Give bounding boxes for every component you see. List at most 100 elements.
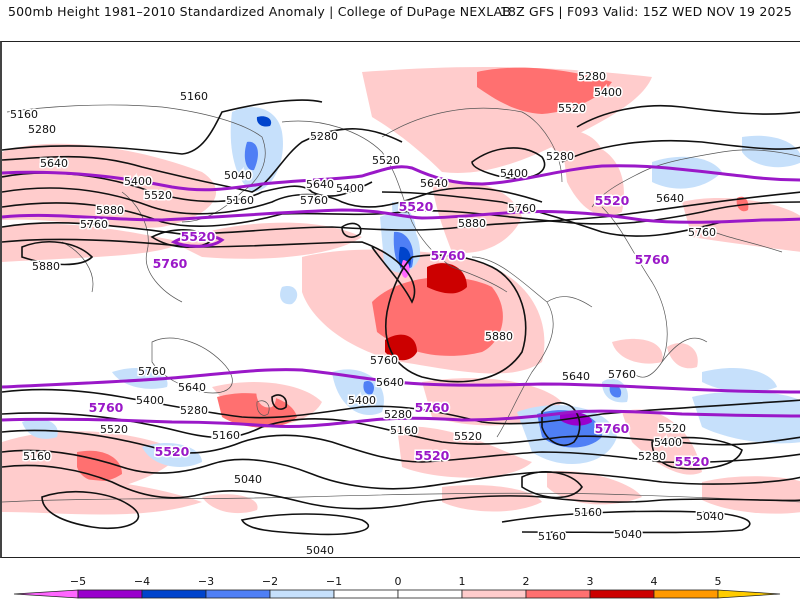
contour-label: 5400	[500, 167, 528, 180]
contour-label: 5520	[372, 154, 400, 167]
colorbar-tick-label: −2	[262, 575, 278, 588]
highlight-contour	[170, 234, 225, 248]
coastline	[61, 241, 94, 293]
anomaly-shading	[432, 180, 522, 253]
colorbar-bin	[77, 589, 143, 599]
height-contour	[21, 241, 94, 266]
anomaly-shading	[172, 222, 362, 259]
contour-label: 5160	[23, 450, 51, 463]
contour-label: 5400	[594, 86, 622, 99]
coastline	[591, 149, 800, 208]
anomaly-shading	[217, 393, 297, 428]
height-contour	[150, 229, 214, 248]
colorbar-bin	[141, 589, 207, 599]
map-title: 500mb Height 1981–2010 Standardized Anom…	[8, 4, 512, 19]
height-contour	[561, 139, 800, 163]
highlight-contour-label: 5520	[181, 229, 216, 244]
height-contour	[501, 510, 751, 534]
colorbar-legend: −5 −4 −3 −2 −1 0 1 2 3 4 5	[13, 575, 781, 599]
coastlines	[2, 104, 800, 503]
height-contour	[41, 491, 140, 530]
colorbar-bin	[589, 589, 655, 599]
contour-label: 5160	[212, 429, 240, 442]
contour-label: 5160	[538, 530, 566, 543]
highlight-contour	[2, 164, 800, 192]
coastline	[381, 107, 563, 183]
colorbar-bin	[205, 589, 271, 599]
coastline	[281, 120, 508, 293]
contour-label: 5760	[370, 354, 398, 367]
height-contour	[240, 513, 370, 536]
colorbar-bin-below-min	[13, 589, 79, 599]
height-contour	[381, 191, 723, 237]
colorbar-bin	[397, 589, 463, 599]
colorbar-tick-label: −1	[326, 575, 342, 588]
contour-label: 5520	[100, 423, 128, 436]
contour-label: 5640	[562, 370, 590, 383]
colorbar-tick-label: −4	[134, 575, 150, 588]
coastline	[701, 226, 783, 253]
anomaly-shading	[427, 263, 467, 294]
height-contour	[341, 222, 362, 238]
colorbar-bin	[269, 589, 335, 599]
anomaly-shading	[667, 343, 698, 369]
highlight-contour	[2, 409, 800, 429]
anomaly-shading	[2, 143, 217, 229]
height-contour	[2, 201, 800, 227]
colorbar-tick-label: −3	[198, 575, 214, 588]
contour-label: 5280	[578, 70, 606, 83]
anomaly-shading	[702, 367, 777, 393]
colorbar-tick-label: −5	[70, 575, 86, 588]
colorbar-tick-label: 2	[523, 575, 530, 588]
anomaly-shading	[692, 391, 800, 444]
contour-label: 5520	[658, 422, 686, 435]
contour-label: 5160	[10, 108, 38, 121]
highlight-contour-label: 5760	[89, 400, 124, 415]
coastline	[2, 492, 800, 503]
height-contour	[521, 471, 583, 499]
contour-label: 5040	[234, 473, 262, 486]
highlight-contour-label: 5760	[431, 248, 466, 263]
highlight-contour-label: 5520	[675, 454, 710, 469]
height-contour	[576, 104, 800, 128]
contour-label: 5160	[226, 194, 254, 207]
height-contour	[651, 436, 743, 470]
contour-label: 5040	[696, 510, 724, 523]
contour-label: 5280	[638, 450, 666, 463]
contour-label: 5280	[180, 404, 208, 417]
contour-label: 5280	[310, 130, 338, 143]
anomaly-shading	[256, 386, 277, 408]
contour-label: 5280	[546, 150, 574, 163]
anomaly-shading	[542, 129, 604, 172]
colorbar-bin	[333, 589, 399, 599]
contour-label: 5640	[376, 376, 404, 389]
highlight-contour-label: 5760	[153, 256, 188, 271]
contour-label: 5640	[178, 381, 206, 394]
height-contour	[385, 254, 527, 383]
contour-label: 5160	[574, 506, 602, 519]
highlight-contour-label: 5520	[399, 199, 434, 214]
contour-label: 5880	[96, 204, 124, 217]
anomaly-shading	[702, 476, 800, 514]
contour-labels: 5160 5160 5280 5640 5400 5520 5040 5160 5280 5640…	[9, 69, 726, 558]
height-contour	[2, 449, 800, 490]
contour-label: 5880	[485, 330, 513, 343]
contour-label: 5280	[28, 123, 56, 136]
colorbar-bins	[13, 589, 781, 599]
colorbar-tick-label: 3	[587, 575, 594, 588]
contour-label: 5880	[458, 217, 486, 230]
contour-label: 5640	[306, 178, 334, 191]
contour-label: 5760	[80, 218, 108, 231]
colorbar-tick-label: 1	[459, 575, 466, 588]
height-contour	[471, 147, 546, 180]
colorbar-bin	[525, 589, 591, 599]
coastline	[601, 206, 668, 378]
height-contour	[2, 128, 403, 193]
highlight-contour-label: 5520	[415, 448, 450, 463]
contour-label: 5880	[32, 260, 60, 273]
height-contour	[2, 412, 800, 446]
contour-label: 5400	[136, 394, 164, 407]
colorbar-tick-label: 5	[715, 575, 722, 588]
contour-label: 5520	[144, 189, 172, 202]
contour-label: 5760	[688, 226, 716, 239]
